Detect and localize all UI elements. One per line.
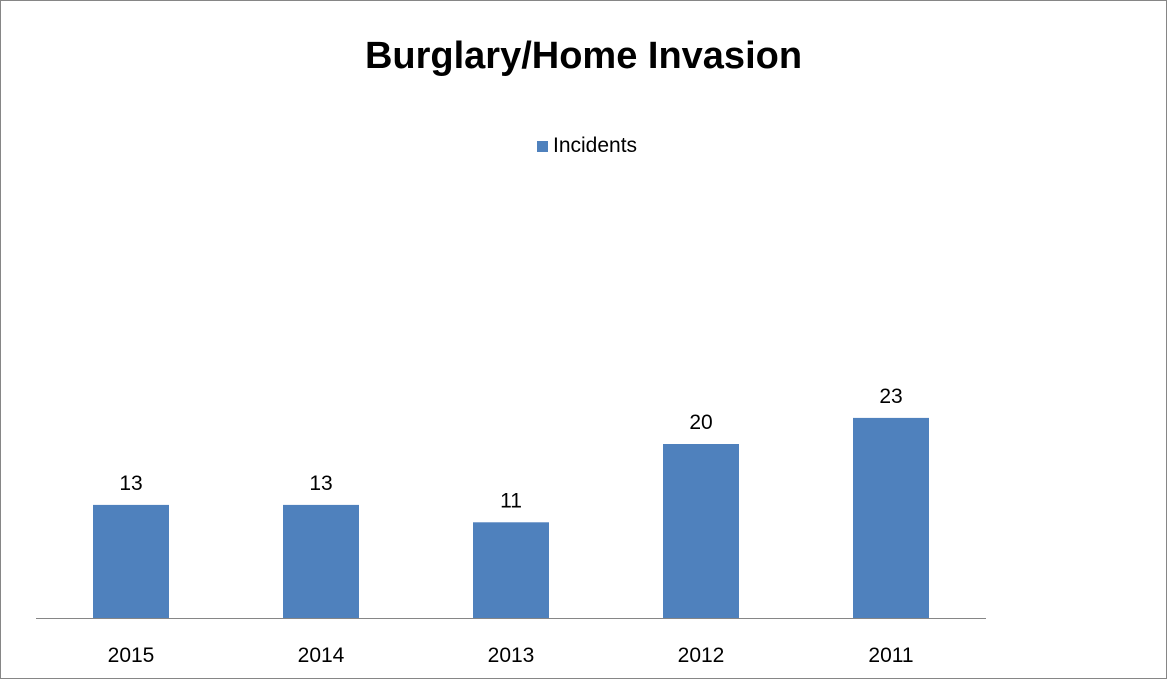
x-tick-label-2012: 2012 <box>678 644 725 667</box>
x-tick-label-2013: 2013 <box>488 644 535 667</box>
bar-2015 <box>93 504 169 618</box>
chart-title: Burglary/Home Invasion <box>364 35 803 77</box>
bar-2011 <box>853 417 929 618</box>
x-tick-label-2014: 2014 <box>298 644 345 667</box>
data-label-2014: 13 <box>309 472 332 495</box>
bar-2014 <box>283 504 359 618</box>
data-label-2011: 23 <box>879 385 902 408</box>
legend-label: Incidents <box>553 134 638 157</box>
data-label-2013: 11 <box>500 489 522 512</box>
data-label-2015: 13 <box>119 472 142 495</box>
legend-swatch <box>537 140 548 152</box>
legend: Incidents <box>537 133 637 159</box>
x-tick-label-2011: 2011 <box>868 644 913 667</box>
bar-2012 <box>663 444 739 618</box>
x-tick-label-2015: 2015 <box>108 644 155 667</box>
bar-2013 <box>473 522 549 618</box>
data-label-2012: 20 <box>689 411 712 434</box>
